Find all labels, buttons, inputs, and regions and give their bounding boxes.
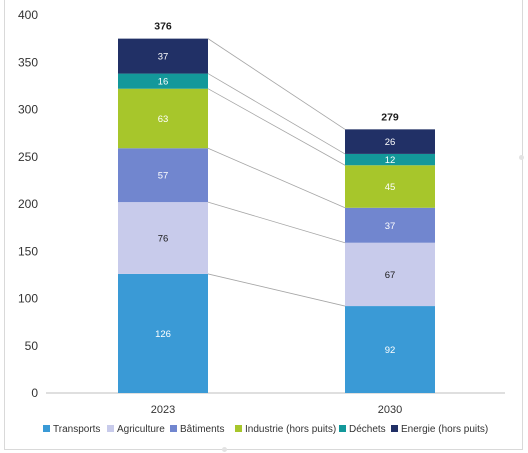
x-tick-label: 2023 (151, 404, 175, 416)
y-tick-label: 100 (18, 292, 38, 306)
connector-line (207, 147, 346, 209)
bar-segment (118, 73, 208, 89)
bar-segment (345, 207, 435, 243)
legend-label: Bâtiments (180, 424, 224, 435)
y-tick-label: 50 (25, 339, 39, 353)
legend-label: Transports (53, 424, 100, 435)
data-label: 26 (385, 137, 396, 148)
data-label: 76 (158, 234, 169, 245)
connector-line (207, 273, 346, 307)
legend-swatch (339, 425, 346, 432)
decorative-dot (222, 447, 227, 452)
y-tick-label: 200 (18, 197, 38, 211)
legend-swatch (235, 425, 242, 432)
y-tick-label: 150 (18, 244, 38, 258)
connector-line (207, 73, 346, 155)
legend-label: Déchets (349, 424, 386, 435)
total-label: 376 (154, 21, 172, 33)
data-label: 67 (385, 270, 396, 281)
data-label: 16 (158, 77, 169, 88)
data-label: 12 (385, 155, 396, 166)
data-label: 63 (158, 114, 169, 125)
legend-label: Agriculture (117, 424, 165, 435)
connector-line (207, 88, 346, 166)
legend-swatch (43, 425, 50, 432)
legend-swatch (107, 425, 114, 432)
data-label: 57 (158, 171, 169, 182)
legend-swatch (170, 425, 177, 432)
chart-frame (4, 0, 523, 450)
bar-segment (118, 38, 208, 74)
total-label: 279 (381, 111, 399, 123)
legend-label: Energie (hors puits) (401, 424, 488, 435)
legend-label: Industrie (hors puits) (245, 424, 336, 435)
y-tick-label: 350 (18, 55, 38, 69)
data-label: 92 (385, 345, 396, 356)
connector-line (207, 201, 346, 244)
y-tick-label: 250 (18, 150, 38, 164)
y-tick-label: 400 (18, 8, 38, 22)
bar-segment (345, 306, 435, 393)
bar-segment (345, 129, 435, 154)
data-label: 37 (158, 52, 169, 63)
data-label: 45 (385, 182, 396, 193)
connector-line (207, 38, 346, 130)
data-label: 126 (155, 329, 171, 340)
data-label: 37 (385, 221, 396, 232)
x-tick-label: 2030 (378, 404, 402, 416)
bar-segment (345, 165, 435, 208)
bar-segment (118, 273, 208, 393)
bar-segment (345, 242, 435, 307)
y-tick-label: 300 (18, 103, 38, 117)
bar-segment (345, 153, 435, 166)
legend-swatch (391, 425, 398, 432)
bar-segment (118, 88, 208, 149)
y-tick-label: 0 (31, 386, 38, 400)
bar-segment (118, 148, 208, 203)
decorative-dot (519, 155, 524, 160)
bar-segment (118, 202, 208, 274)
